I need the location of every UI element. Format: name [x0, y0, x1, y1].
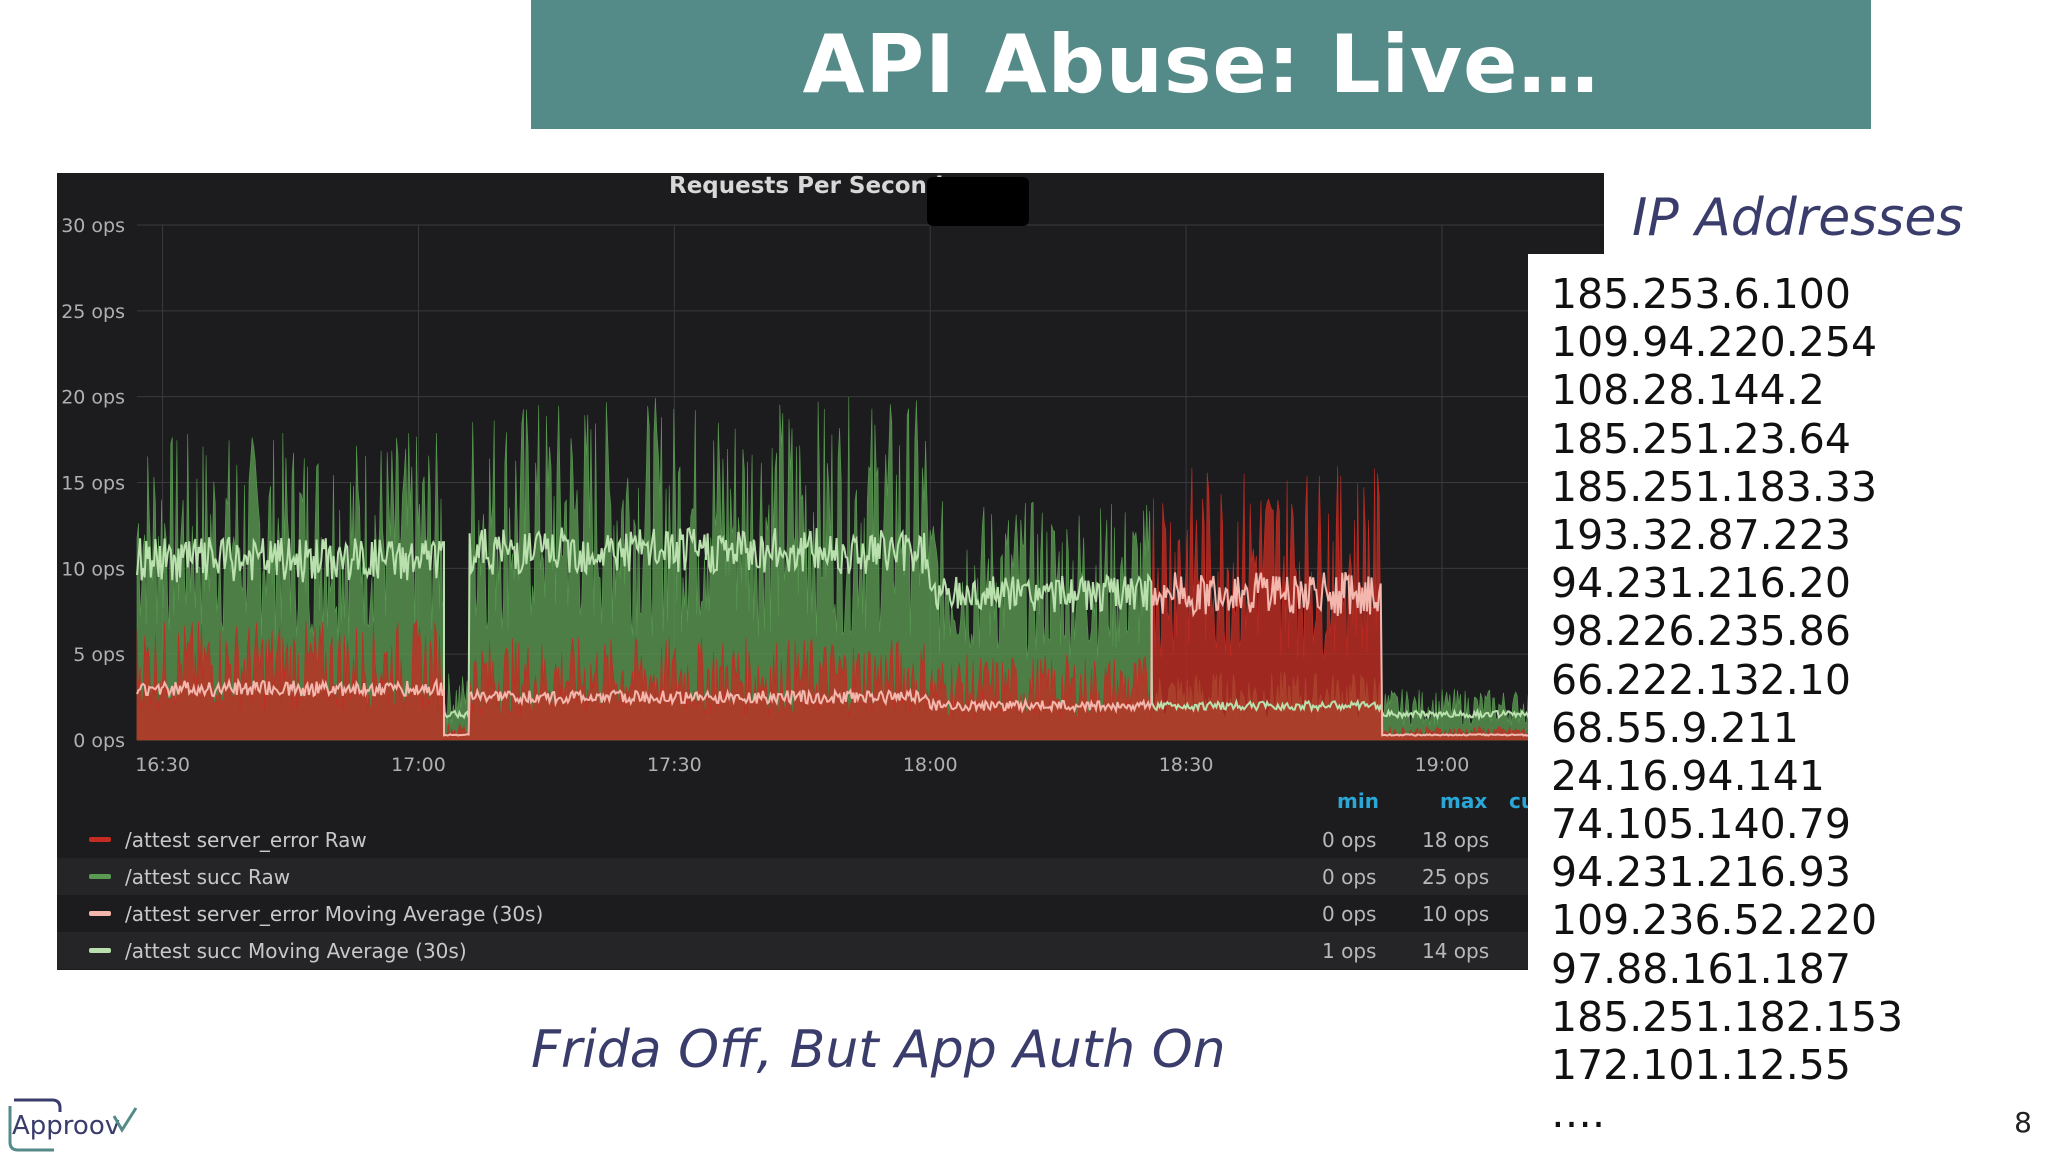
title-bar: API Abuse: Live… — [531, 0, 1871, 129]
ip-list-box — [1528, 254, 1888, 1134]
legend-max-value: 14 ops — [1422, 938, 1490, 963]
legend-swatch — [89, 948, 111, 953]
approov-logo: Approov — [8, 1098, 138, 1152]
legend-swatch — [89, 874, 111, 879]
redaction-box — [927, 177, 1029, 226]
legend-min-value: 0 ops — [1322, 901, 1377, 926]
legend-min-value: 1 ops — [1322, 938, 1377, 963]
legend-header-max: max — [1440, 789, 1488, 813]
y-tick-label: 5 ops — [73, 644, 125, 666]
legend-swatch — [89, 911, 111, 916]
chart-title: Requests Per Second — [669, 173, 944, 199]
y-tick-label: 30 ops — [61, 215, 125, 237]
requests-chart: 0 ops 5 ops 10 ops 15 ops 20 ops 25 ops 30 ops… — [61, 215, 1604, 776]
ip-address-item: 109.94.220.254 — [1551, 318, 1878, 367]
page-number: 8 — [2014, 1106, 2032, 1139]
legend-min-value: 0 ops — [1322, 827, 1377, 852]
ip-address-item: 74.105.140.79 — [1551, 800, 1851, 849]
y-tick-label: 0 ops — [73, 730, 125, 752]
series-succ-moving-average — [136, 526, 1604, 721]
x-tick-label: 18:00 — [903, 754, 958, 776]
ip-address-item: 108.28.144.2 — [1551, 366, 1825, 415]
legend-label: /attest succ Raw — [125, 864, 291, 889]
legend-row[interactable]: /attest server_error Raw 0 ops 18 ops — [57, 821, 1604, 858]
y-tick-label: 20 ops — [61, 387, 125, 409]
legend-max-value: 18 ops — [1422, 827, 1490, 852]
y-tick-label: 25 ops — [61, 301, 125, 323]
ip-addresses-heading: IP Addresses — [1632, 188, 1964, 248]
ip-address-item: 185.251.23.64 — [1551, 414, 1851, 463]
ip-address-item: 68.55.9.211 — [1551, 703, 1799, 752]
legend-row[interactable]: /attest succ Moving Average (30s) 1 ops 14… — [57, 932, 1604, 969]
ip-address-list: 185.253.6.100 109.94.220.254 108.28.144.2 1… — [1551, 270, 1903, 1137]
ip-address-item: 185.251.182.153 — [1551, 992, 1904, 1041]
ip-address-item: 185.253.6.100 — [1551, 270, 1851, 318]
slide-title: API Abuse: Live… — [802, 18, 1600, 111]
legend-max-value: 25 ops — [1422, 864, 1490, 889]
legend-row[interactable]: /attest server_error Moving Average (30s… — [57, 895, 1604, 932]
slide-caption: Frida Off, But App Auth On — [531, 1020, 1226, 1080]
legend-row[interactable]: /attest succ Raw 0 ops 25 ops — [57, 858, 1604, 895]
ip-address-item: 24.16.94.141 — [1551, 751, 1825, 800]
ip-address-item: 109.236.52.220 — [1551, 896, 1878, 945]
legend-header-min: min — [1337, 789, 1379, 813]
legend-label: /attest succ Moving Average (30s) — [125, 938, 467, 963]
y-tick-label: 10 ops — [61, 558, 125, 580]
ip-address-item: 97.88.161.187 — [1551, 944, 1851, 993]
x-tick-label: 17:00 — [391, 754, 446, 776]
ip-address-item: 66.222.132.10 — [1551, 655, 1851, 704]
ip-address-item: 94.231.216.93 — [1551, 848, 1851, 897]
legend-label: /attest server_error Raw — [125, 827, 367, 852]
series-error-raw — [136, 466, 1604, 741]
ip-address-item: 193.32.87.223 — [1551, 510, 1851, 559]
series-error-moving-average — [136, 571, 1604, 737]
ip-address-item: …. — [1551, 1089, 1606, 1138]
legend-swatch — [89, 837, 111, 842]
legend-min-value: 0 ops — [1322, 864, 1377, 889]
x-tick-label: 18:30 — [1159, 754, 1214, 776]
y-tick-label: 15 ops — [61, 473, 125, 495]
legend-max-value: 10 ops — [1422, 901, 1490, 926]
ip-address-item: 94.231.216.20 — [1551, 559, 1851, 608]
logo-text: Approov — [12, 1111, 120, 1141]
requests-chart-panel: 0 ops 5 ops 10 ops 15 ops 20 ops 25 ops 30 ops… — [57, 173, 1604, 970]
x-tick-label: 17:30 — [647, 754, 702, 776]
ip-address-item: 98.226.235.86 — [1551, 607, 1851, 656]
x-tick-label: 16:30 — [135, 754, 190, 776]
ip-address-item: 172.101.12.55 — [1551, 1041, 1851, 1089]
x-tick-label: 19:00 — [1415, 754, 1470, 776]
legend-label: /attest server_error Moving Average (30s… — [125, 901, 544, 926]
ip-address-item: 185.251.183.33 — [1551, 462, 1878, 511]
